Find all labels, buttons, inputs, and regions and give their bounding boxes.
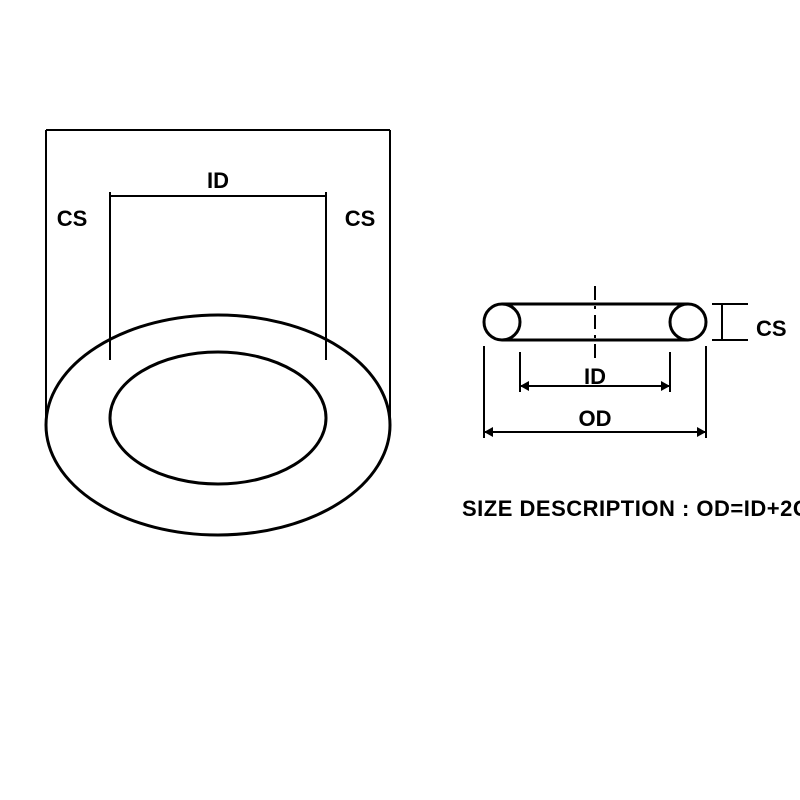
perspective-ring-diagram: ID CS CS [46, 130, 390, 535]
label-cs-section: CS [756, 316, 787, 341]
cross-section-diagram: CS ID OD SIZE DESCRIPTION : OD=ID+2CS [462, 286, 800, 521]
size-formula: SIZE DESCRIPTION : OD=ID+2CS [462, 496, 800, 521]
label-id-section: ID [584, 364, 606, 389]
label-od-section: OD [579, 406, 612, 431]
label-id-perspective: ID [207, 168, 229, 193]
label-cs-left: CS [57, 206, 88, 231]
label-cs-right: CS [345, 206, 376, 231]
